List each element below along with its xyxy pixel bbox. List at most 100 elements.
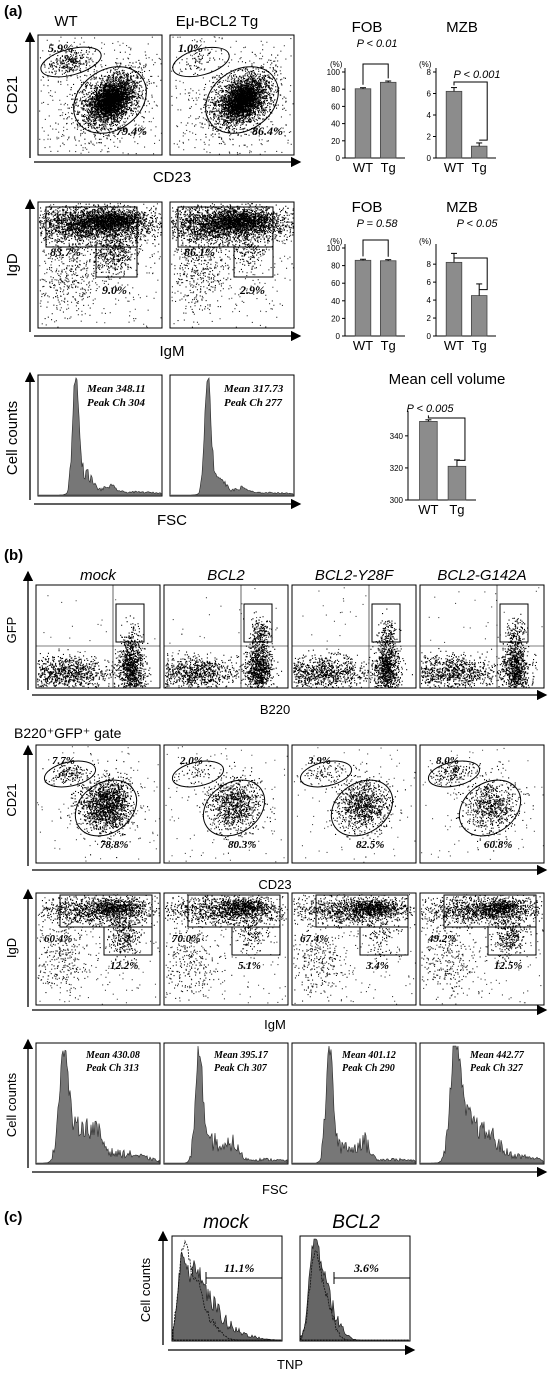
cd21-cd23-row: 5.9% 79.4% 1.0% 86.4% CD21 CD23 xyxy=(4,31,302,186)
x-axis-label: CD23 xyxy=(153,169,191,186)
b220-x-label: B220 xyxy=(260,702,290,717)
gate-pct-bcl2: 3.6% xyxy=(353,1261,379,1275)
chart-title-mzb-1: MZB xyxy=(446,19,478,36)
dot-cloud xyxy=(39,41,103,83)
gate-pct-mzb: 12.5% xyxy=(494,960,522,972)
stat-peak-wt: Peak Ch 304 xyxy=(87,397,146,409)
x-tick-label: WT xyxy=(444,160,464,175)
gate-pct-fob: 60.8% xyxy=(484,839,512,851)
fob-gate-tg xyxy=(205,66,279,134)
tnp-histogram-mock xyxy=(172,1252,282,1341)
fob-gate-tg xyxy=(177,206,274,248)
igd-y-label: IgD xyxy=(4,938,19,958)
bar-wt xyxy=(419,421,438,501)
dot-cloud xyxy=(371,625,406,688)
gate-pct-mock: 11.1% xyxy=(224,1261,254,1275)
dot-cloud xyxy=(174,46,222,76)
y-tick-label: 6 xyxy=(427,90,432,99)
bar-chart-1: 0 20 40 60 80 100 WT Tg xyxy=(327,63,405,175)
y-tick-label: 80 xyxy=(331,85,340,94)
fsc-x-label: FSC xyxy=(262,1182,288,1197)
y-axis-label: Cell counts xyxy=(138,1257,153,1322)
bar-chart-4: 0 2 4 6 8 WT Tg xyxy=(427,244,496,353)
x-axis-label: FSC xyxy=(157,512,187,529)
stat-mean-tg: Mean 317.73 xyxy=(223,383,284,395)
dot-cloud xyxy=(293,648,380,688)
dot-cloud xyxy=(485,905,532,967)
dot-cloud xyxy=(229,911,272,965)
histogram-frame-fsc xyxy=(419,1042,545,1165)
bar-tg xyxy=(470,295,488,337)
gate-pct-tg-mzb: 2.9% xyxy=(239,283,265,297)
dotplot-frame-tg xyxy=(169,34,295,156)
igd-igm-row: 83.7% 9.0% 86.1% 2.9% IgD IgM xyxy=(4,198,302,360)
x-tick-label: WT xyxy=(353,160,373,175)
histogram-frame-fsc xyxy=(35,1042,161,1165)
p-value-mzb-1: P < 0.001 xyxy=(454,69,501,81)
gate-pct-fob: 80.3% xyxy=(228,839,256,851)
gate-pct-fob: 70.0% xyxy=(172,933,200,945)
pct-unit: (%) xyxy=(330,60,343,69)
x-tick-label: WT xyxy=(444,338,464,353)
dotplot-frame-tg xyxy=(169,201,295,329)
y-tick-label: 300 xyxy=(390,496,404,505)
bar-tg xyxy=(470,145,488,159)
panel-c-label: (c) xyxy=(4,1209,22,1226)
gate-pct-tg-fob: 86.4% xyxy=(252,124,283,138)
y-tick-label: 40 xyxy=(331,297,340,306)
fsc-histogram xyxy=(421,1045,544,1164)
dot-cloud xyxy=(293,894,416,937)
y-axis-label: Cell counts xyxy=(4,401,21,475)
col-mock-label: mock xyxy=(203,1212,250,1233)
y-tick-label: 60 xyxy=(331,102,340,111)
tnp-histogram-bcl2-control xyxy=(300,1250,409,1341)
y-tick-label: 0 xyxy=(336,332,341,341)
histogram-frame-mock xyxy=(171,1235,283,1342)
histogram-frame-fsc xyxy=(163,1042,289,1165)
dot-cloud xyxy=(421,648,510,688)
y-tick-label: 340 xyxy=(390,432,404,441)
mzb-gate xyxy=(427,760,481,788)
gfp-dots xyxy=(421,587,543,688)
dot-cloud xyxy=(221,232,267,270)
gate-pct-mzb: 5.1% xyxy=(238,960,261,972)
dotplot-frame-gfp xyxy=(163,584,289,689)
gate-pct-tg-fob: 86.1% xyxy=(184,245,215,259)
mzb-gate xyxy=(231,926,281,956)
x-tick-label: WT xyxy=(418,502,438,517)
column-bcl2: BCL2 2.0% 80.3% 70.0% 5.1% Mean 395.17 Peak Ch… xyxy=(163,567,289,1165)
fsc-histogram-row: Mean 348.11 Peak Ch 304 Mean 317.73 Peak… xyxy=(4,371,302,529)
y-tick-label: 0 xyxy=(427,332,432,341)
panel-b-label: (b) xyxy=(4,547,23,564)
pct-unit: (%) xyxy=(419,237,432,246)
y-tick-label: 0 xyxy=(427,154,432,163)
significance-bracket xyxy=(362,63,389,85)
bar-wt xyxy=(445,90,463,159)
x-tick-label: Tg xyxy=(381,338,396,353)
cd-dots xyxy=(37,746,160,862)
col-wt-label: WT xyxy=(54,13,77,30)
dotplot-frame-gfp xyxy=(419,584,545,689)
dotplot-frame-gfp xyxy=(35,584,161,689)
dotplot-frame-cd21 xyxy=(291,744,417,864)
dot-cloud xyxy=(421,908,483,1000)
dot-cloud xyxy=(55,204,160,239)
ig-dots xyxy=(37,894,160,1005)
cell-counts-y-label: Cell counts xyxy=(4,1072,19,1137)
dot-cloud xyxy=(165,916,233,1001)
col-bcl2-label: BCL2 xyxy=(332,1212,380,1233)
chart-title-fob-2: FOB xyxy=(352,199,383,216)
dot-cloud xyxy=(84,71,138,123)
mzb-gate-wt xyxy=(95,246,138,278)
tnp-histogram-mock-control xyxy=(172,1239,281,1341)
dot-cloud xyxy=(421,894,544,932)
column-header: BCL2-G142A xyxy=(437,567,526,584)
fsc-histogram-tg xyxy=(171,377,294,496)
column-header: mock xyxy=(80,567,117,584)
mzb-gate xyxy=(43,760,97,788)
y-tick-label: 40 xyxy=(331,120,340,129)
stat-peak: Peak Ch 327 xyxy=(470,1063,524,1074)
dot-cloud xyxy=(165,633,260,689)
y-axis-label: CD21 xyxy=(4,76,21,114)
